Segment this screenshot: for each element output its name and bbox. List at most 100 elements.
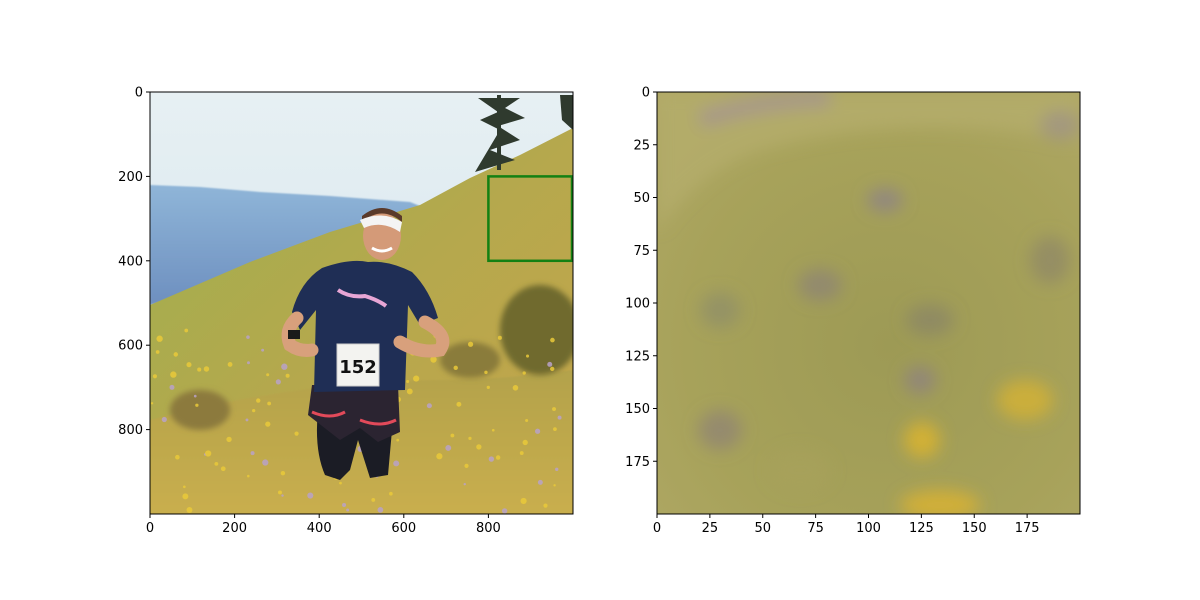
- right-y-tick-label: 0: [642, 86, 650, 101]
- right-y-tick-label: 100: [625, 297, 650, 312]
- right-x-tick-label: 75: [807, 521, 824, 536]
- right-x-tick-label: 150: [962, 521, 987, 536]
- wildflower-dot: [175, 454, 180, 460]
- right-x-tick-label: 125: [909, 521, 934, 536]
- left-y-tick-label: 800: [118, 423, 143, 438]
- right-y-tick-label: 75: [633, 244, 650, 259]
- wildflower-dot: [463, 482, 466, 486]
- wildflower-dot: [464, 463, 469, 468]
- wildflower-dot: [553, 484, 556, 487]
- wildflower-dot: [520, 497, 527, 505]
- wildflower-dot: [169, 384, 175, 390]
- wildflower-dot: [436, 453, 443, 460]
- wildflower-dot: [537, 479, 543, 485]
- left-x-ticks: 0 200 400 600 800: [146, 514, 501, 536]
- wildflower-dot: [547, 361, 553, 367]
- wildflower-dot: [486, 385, 490, 389]
- wildflower-dot: [245, 418, 249, 422]
- wildflower-dot: [266, 373, 270, 377]
- right-y-tick-label: 125: [625, 349, 650, 364]
- wildflower-dot: [262, 459, 269, 466]
- wildflower-dot: [246, 335, 250, 339]
- wildflower-dot: [371, 498, 376, 502]
- wildflower-dot: [205, 450, 212, 457]
- wildflower-dot: [476, 444, 482, 450]
- wildflower-dot: [173, 352, 179, 357]
- wildflower-dot: [193, 394, 197, 398]
- wildflower-dot: [413, 375, 420, 382]
- wildflower-dot: [468, 436, 472, 441]
- wildflower-dot: [377, 507, 384, 513]
- wildflower-dot: [247, 361, 250, 365]
- wildflower-dot: [346, 508, 350, 512]
- wildflower-dot: [214, 461, 219, 466]
- wildflower-dot: [339, 481, 342, 485]
- wildflower-dot: [519, 451, 524, 455]
- left-x-tick-label: 200: [222, 521, 247, 536]
- wildflower-dot: [265, 421, 271, 427]
- wildflower-dot: [525, 418, 529, 423]
- wildflower-dot: [184, 328, 189, 333]
- left-y-tick-label: 400: [118, 254, 143, 269]
- wildflower-dot: [281, 363, 288, 370]
- left-y-tick-label: 0: [135, 86, 143, 101]
- wildflower-dot: [182, 493, 189, 500]
- wildflower-dot: [280, 470, 286, 476]
- right-x-tick-label: 25: [702, 521, 719, 536]
- left-x-tick-label: 0: [146, 521, 154, 536]
- wildflower-dot: [170, 371, 177, 378]
- right-y-tick-label: 50: [633, 191, 650, 206]
- wildflower-dot: [553, 427, 557, 432]
- wildflower-dot: [534, 428, 541, 434]
- wildflower-dot: [406, 379, 410, 383]
- wildflower-dot: [484, 370, 488, 375]
- wildflower-dot: [406, 388, 413, 395]
- right-axes: 0 25 50 75 100 125 150 175 0 25 50 75 100 125 150 175: [625, 86, 1081, 536]
- wildflower-dot: [450, 433, 455, 438]
- wildflower-dot: [247, 474, 250, 478]
- left-x-tick-label: 600: [391, 521, 416, 536]
- right-x-tick-label: 50: [754, 521, 771, 536]
- left-x-tick-label: 400: [307, 521, 332, 536]
- wildflower-dot: [277, 490, 282, 495]
- wildflower-dot: [497, 335, 502, 340]
- wildflower-dot: [155, 350, 160, 354]
- wildflower-dot: [445, 444, 452, 451]
- wildflower-dot: [526, 354, 530, 358]
- right-x-tick-label: 100: [856, 521, 881, 536]
- wildflower-dot: [522, 371, 526, 375]
- wildflower-dot: [342, 502, 347, 508]
- wildflower-dot: [195, 403, 199, 407]
- wildflower-dot: [557, 415, 562, 420]
- wildflower-dot: [203, 366, 210, 372]
- wildflower-dot: [150, 402, 154, 405]
- highlight-box: [487, 175, 574, 263]
- wildflower-dot: [456, 401, 462, 407]
- wildflower-dot: [261, 348, 265, 352]
- wildflower-dot: [267, 401, 272, 406]
- wildflower-dot: [426, 403, 432, 409]
- wildflower-dot: [227, 362, 233, 367]
- right-y-tick-label: 175: [625, 455, 650, 470]
- wildflower-dot: [467, 341, 474, 347]
- right-x-tick-label: 0: [653, 521, 661, 536]
- wildflower-dot: [491, 428, 495, 432]
- wildflower-dot: [256, 398, 261, 403]
- right-y-tick-label: 150: [625, 402, 650, 417]
- wildflower-dot: [389, 491, 393, 496]
- wildflower-dot: [552, 407, 557, 412]
- wildflower-dot: [226, 436, 232, 443]
- wildflower-dot: [250, 451, 255, 456]
- runner-figure: 152: [281, 208, 450, 480]
- wildflower-dot: [156, 335, 163, 342]
- wildflower-dot: [488, 456, 495, 462]
- wildflower-dot: [512, 385, 519, 391]
- right-y-tick-label: 25: [633, 138, 650, 153]
- wildflower-dot: [220, 466, 226, 472]
- wildflower-dot: [396, 438, 400, 442]
- bib-number: 152: [339, 357, 377, 378]
- left-x-tick-label: 800: [476, 521, 501, 536]
- left-axes-frame: [149, 91, 574, 515]
- wildflower-dot: [453, 365, 458, 371]
- left-y-ticks: 0 200 400 600 800: [118, 86, 150, 438]
